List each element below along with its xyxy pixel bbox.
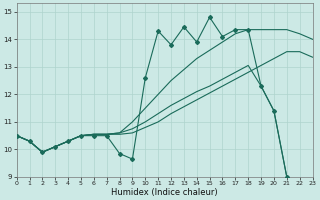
X-axis label: Humidex (Indice chaleur): Humidex (Indice chaleur) (111, 188, 218, 197)
